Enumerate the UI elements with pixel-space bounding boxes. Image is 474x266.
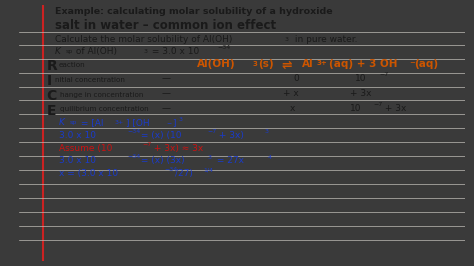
Text: 0: 0 bbox=[294, 74, 300, 83]
Text: sp: sp bbox=[70, 120, 77, 125]
Text: Example: calculating molar solubility of a hydroxide: Example: calculating molar solubility of… bbox=[55, 7, 332, 16]
Text: −: − bbox=[409, 60, 415, 66]
Text: Calculate the molar solubility of Al(OH): Calculate the molar solubility of Al(OH) bbox=[55, 35, 232, 44]
Text: −34: −34 bbox=[128, 129, 141, 134]
Text: quilibrium concentration: quilibrium concentration bbox=[60, 106, 148, 113]
Text: C: C bbox=[46, 89, 57, 103]
Text: of Al(OH): of Al(OH) bbox=[73, 47, 118, 56]
Text: K: K bbox=[59, 118, 65, 127]
Text: 3+: 3+ bbox=[317, 60, 328, 66]
Text: = 3.0 x 10: = 3.0 x 10 bbox=[149, 47, 199, 56]
Text: ⇌: ⇌ bbox=[282, 59, 292, 72]
Text: —: — bbox=[162, 104, 171, 113]
Text: 4: 4 bbox=[268, 155, 272, 160]
Text: + 3x: + 3x bbox=[349, 89, 371, 98]
Text: x: x bbox=[290, 104, 295, 113]
Text: + 3x): + 3x) bbox=[216, 131, 244, 140]
Text: ] [OH: ] [OH bbox=[126, 118, 149, 127]
Text: 3: 3 bbox=[144, 49, 148, 54]
Text: ]: ] bbox=[172, 118, 176, 127]
Text: (aq): (aq) bbox=[415, 59, 439, 69]
Text: R: R bbox=[46, 60, 57, 73]
Text: eaction: eaction bbox=[59, 62, 86, 68]
Text: in pure water.: in pure water. bbox=[292, 35, 357, 44]
Text: 10: 10 bbox=[356, 74, 367, 83]
Text: (aq) + 3 OH: (aq) + 3 OH bbox=[328, 59, 397, 69]
Text: = [Al: = [Al bbox=[78, 118, 103, 127]
Text: −7: −7 bbox=[142, 142, 151, 147]
Text: + x: + x bbox=[283, 89, 299, 98]
Text: + 3x: + 3x bbox=[382, 104, 407, 113]
Text: Al: Al bbox=[302, 59, 314, 69]
Text: −: − bbox=[166, 120, 171, 125]
Text: −34: −34 bbox=[164, 167, 177, 172]
Text: −34: −34 bbox=[217, 45, 230, 50]
Text: 3: 3 bbox=[179, 117, 182, 122]
Text: = 27x: = 27x bbox=[214, 156, 244, 165]
Text: K: K bbox=[55, 47, 61, 56]
Text: 3: 3 bbox=[265, 129, 269, 134]
Text: 3.0 x 10: 3.0 x 10 bbox=[59, 156, 96, 165]
Text: = (x) (3x): = (x) (3x) bbox=[138, 156, 185, 165]
Text: −34: −34 bbox=[128, 155, 141, 159]
Text: E: E bbox=[46, 104, 56, 118]
Text: 3.0 x 10: 3.0 x 10 bbox=[59, 131, 96, 140]
Text: Al(OH): Al(OH) bbox=[197, 59, 236, 69]
Text: Assume (10: Assume (10 bbox=[59, 144, 112, 153]
Text: −7: −7 bbox=[379, 72, 388, 77]
Text: x = (3.0 x 10: x = (3.0 x 10 bbox=[59, 169, 118, 178]
Text: I: I bbox=[46, 74, 52, 88]
Text: −7: −7 bbox=[207, 129, 216, 134]
Text: salt in water – common ion effect: salt in water – common ion effect bbox=[55, 19, 276, 32]
Text: (s): (s) bbox=[258, 59, 274, 69]
Text: hange in concentration: hange in concentration bbox=[60, 92, 143, 98]
Text: 3+: 3+ bbox=[114, 120, 124, 125]
Text: 1/4: 1/4 bbox=[203, 168, 213, 172]
Text: sp: sp bbox=[65, 49, 73, 54]
Text: = (x) (10: = (x) (10 bbox=[138, 131, 182, 140]
Text: + 3x) ≈ 3x: + 3x) ≈ 3x bbox=[151, 144, 203, 153]
Text: −7: −7 bbox=[373, 102, 383, 107]
Text: —: — bbox=[162, 74, 171, 83]
Text: /27): /27) bbox=[175, 169, 193, 178]
Text: 3: 3 bbox=[253, 61, 257, 67]
Text: 3: 3 bbox=[208, 155, 212, 160]
Text: nitial concentration: nitial concentration bbox=[55, 77, 125, 83]
Text: —: — bbox=[162, 89, 171, 98]
Text: 3: 3 bbox=[284, 37, 288, 42]
Text: 10: 10 bbox=[349, 104, 361, 113]
